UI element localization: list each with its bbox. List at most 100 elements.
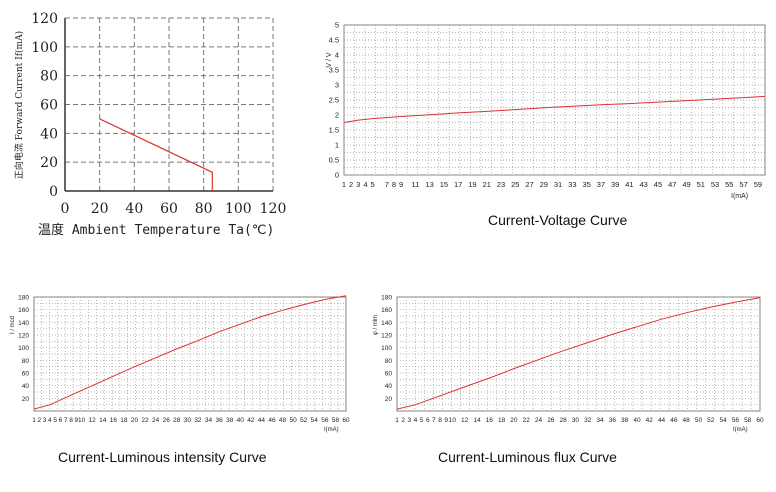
chart4-x-tick-label: 22 — [523, 417, 531, 424]
chart2-x-tick-label: 55 — [725, 180, 733, 189]
chart3-x-tick-label: 6 — [59, 417, 63, 424]
chart2-x-tick-label: 59 — [754, 180, 762, 189]
chart4-series-line-1 — [396, 297, 761, 410]
chart2-x-tick-label: 53 — [711, 180, 719, 189]
chart2-x-tick-label: 8 — [392, 180, 396, 189]
chart2-x-tick-label: 39 — [611, 180, 619, 189]
chart2-x-tick-label: 11 — [411, 180, 419, 189]
chart4-x-tick-label: 38 — [621, 417, 629, 424]
chart3-x-tick-label: 30 — [184, 417, 192, 424]
chart3-y-tick-label: 20 — [22, 396, 30, 403]
chart4-x-tick-label: 8 — [438, 417, 442, 424]
chart3-x-tick-label: 4 — [48, 417, 52, 424]
chart3-x-tick-label: 2 — [37, 417, 41, 424]
chart3-y-axis-label: I / mcd — [10, 316, 16, 334]
chart4-y-axis-label: φ / mlm — [373, 315, 379, 335]
chart1-x-tick-label: 20 — [91, 201, 109, 217]
chart2-x-tick-label: 19 — [468, 180, 476, 189]
chart2-y-tick-label: 2 — [335, 111, 339, 120]
chart3-x-tick-label: 46 — [268, 417, 276, 424]
chart3-y-tick-label: 80 — [22, 358, 30, 365]
chart4-x-tick-label: 20 — [510, 417, 518, 424]
chart2-x-tick-label: 49 — [682, 180, 690, 189]
chart3-x-tick-label: 26 — [163, 417, 171, 424]
chart3-y-tick-label: 120 — [18, 333, 29, 340]
chart4-x-tick-label: 40 — [633, 417, 641, 424]
chart1-y-axis-label: 正向电流 Forward Current If(mA) — [13, 31, 25, 179]
chart4-x-tick-label: 28 — [560, 417, 568, 424]
chart2-x-tick-label: 41 — [625, 180, 633, 189]
chart3-x-tick-label: 3 — [43, 417, 47, 424]
chart4-x-tick-label: 6 — [426, 417, 430, 424]
chart4-x-tick-label: 9 — [444, 417, 448, 424]
chart3-x-tick-label: 60 — [342, 417, 350, 424]
chart2-x-tick-label: 43 — [640, 180, 648, 189]
chart3-series-line-1 — [33, 295, 347, 410]
chart3-x-tick-label: 28 — [173, 417, 181, 424]
chart4-x-axis-label: I(mA) — [733, 427, 748, 433]
chart3-x-tick-label: 22 — [141, 417, 149, 424]
chart4-x-tick-label: 56 — [732, 417, 740, 424]
chart4-x-tick-label: 26 — [547, 417, 555, 424]
chart4-x-tick-label: 48 — [683, 417, 691, 424]
chart3-y-tick-label: 40 — [22, 383, 30, 390]
chart2-x-tick-label: 51 — [697, 180, 705, 189]
chart3-x-tick-label: 20 — [131, 417, 139, 424]
chart4-x-tick-label: 18 — [498, 417, 506, 424]
chart3-x-tick-label: 5 — [53, 417, 57, 424]
chart2-y-tick-label: 5 — [335, 21, 339, 30]
chart4-x-tick-label: 14 — [473, 417, 481, 424]
chart2-x-tick-label: 7 — [385, 180, 389, 189]
caption-current-luminous-flux: Current-Luminous flux Curve — [438, 449, 617, 465]
chart3-x-tick-label: 48 — [279, 417, 287, 424]
chart4-x-tick-label: 54 — [719, 417, 727, 424]
chart2-y-tick-label: 0.5 — [329, 156, 339, 165]
chart4-x-tick-label: 36 — [609, 417, 617, 424]
chart2-y-tick-label: 1 — [335, 141, 339, 150]
chart3-y-tick-label: 180 — [18, 295, 29, 302]
chart2-x-tick-label: 33 — [568, 180, 576, 189]
chart4-y-tick-label: 140 — [381, 320, 392, 327]
chart2-y-tick-label: 4 — [335, 51, 339, 60]
chart1-x-tick-label: 100 — [225, 201, 252, 217]
chart2-y-tick-label: 2.5 — [329, 96, 339, 105]
chart1-y-tick-label: 80 — [40, 69, 58, 85]
chart1-x-tick-label: 80 — [195, 201, 213, 217]
chart4-x-tick-label: 12 — [461, 417, 469, 424]
chart2-x-tick-label: 37 — [597, 180, 605, 189]
chart1-x-tick-label: 120 — [260, 201, 287, 217]
chart4-x-tick-label: 44 — [658, 417, 666, 424]
chart2-x-tick-label: 57 — [739, 180, 747, 189]
chart2-y-tick-label: 0 — [335, 171, 339, 180]
chart3-x-tick-label: 58 — [332, 417, 340, 424]
chart3-x-tick-label: 52 — [300, 417, 308, 424]
chart2-x-tick-label: 47 — [668, 180, 676, 189]
chart1-x-axis-label: 温度 Ambient Temperature Ta(℃) — [38, 222, 274, 238]
chart3-x-tick-label: 18 — [120, 417, 128, 424]
chart3-x-tick-label: 7 — [64, 417, 68, 424]
chart4-x-tick-label: 58 — [744, 417, 752, 424]
chart2-x-tick-label: 45 — [654, 180, 662, 189]
chart3-x-tick-label: 12 — [89, 417, 97, 424]
chart2-y-tick-label: 3 — [335, 81, 339, 90]
chart1-y-tick-label: 120 — [31, 11, 58, 27]
chart3-x-tick-label: 9 — [74, 417, 78, 424]
chart2-x-tick-label: 23 — [497, 180, 505, 189]
caption-current-luminous-intensity: Current-Luminous intensity Curve — [58, 449, 267, 465]
chart4-y-tick-label: 80 — [385, 358, 393, 365]
chart2-x-tick-label: 9 — [399, 180, 403, 189]
chart4-y-tick-label: 40 — [385, 383, 393, 390]
chart2-x-tick-label: 4 — [363, 180, 367, 189]
chart4-x-tick-label: 2 — [401, 417, 405, 424]
chart3-x-tick-label: 50 — [290, 417, 298, 424]
chart3-x-tick-label: 1 — [32, 417, 36, 424]
chart4-x-tick-label: 7 — [432, 417, 436, 424]
chart3-x-tick-label: 44 — [258, 417, 266, 424]
chart4-x-tick-label: 4 — [414, 417, 418, 424]
chart4-x-tick-label: 24 — [535, 417, 543, 424]
chart4-x-tick-label: 50 — [695, 417, 703, 424]
chart3-y-tick-label: 100 — [18, 345, 29, 352]
chart4-x-tick-label: 1 — [395, 417, 399, 424]
chart3-x-tick-label: 56 — [321, 417, 329, 424]
chart4-x-tick-label: 16 — [486, 417, 494, 424]
